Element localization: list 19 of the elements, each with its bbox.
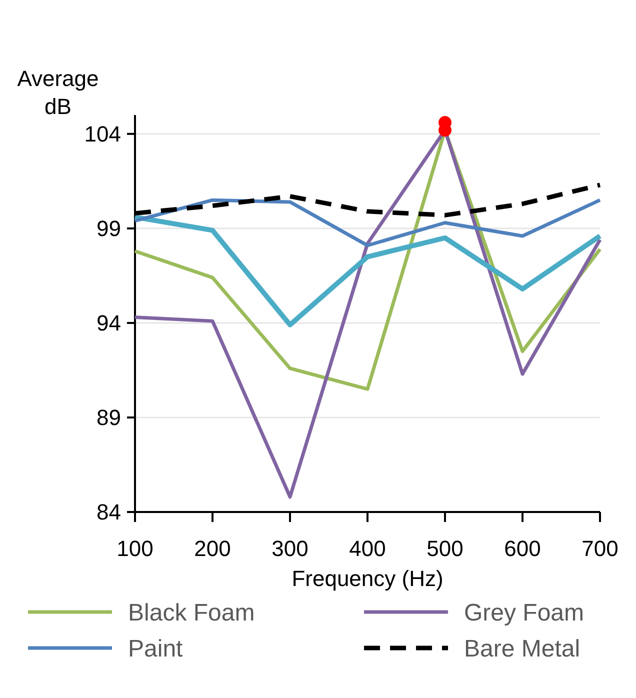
- x-axis-title: Frequency (Hz): [292, 566, 444, 591]
- legend-label: Bare Metal: [464, 635, 580, 662]
- x-tick-label: 600: [504, 536, 541, 561]
- x-tick-label: 500: [426, 536, 464, 561]
- legend-label: Black Foam: [128, 599, 255, 626]
- y-axis-title: Average dB: [17, 66, 99, 119]
- x-tick-label: 200: [194, 536, 231, 561]
- legend-label: Grey Foam: [464, 599, 584, 626]
- line-series: [133, 198, 602, 248]
- y-tick-label: 104: [84, 122, 121, 147]
- legend-label: Paint: [128, 635, 184, 662]
- y-tick-label: 94: [96, 310, 121, 336]
- x-tick-label: 400: [349, 536, 386, 561]
- x-tick-label: 300: [272, 536, 308, 561]
- y-tick-label: 84: [96, 500, 121, 525]
- x-tick-label: 100: [116, 536, 154, 561]
- x-tick-label: 700: [582, 536, 618, 561]
- y-tick-label: 99: [96, 216, 121, 242]
- y-tick-label: 89: [96, 405, 121, 430]
